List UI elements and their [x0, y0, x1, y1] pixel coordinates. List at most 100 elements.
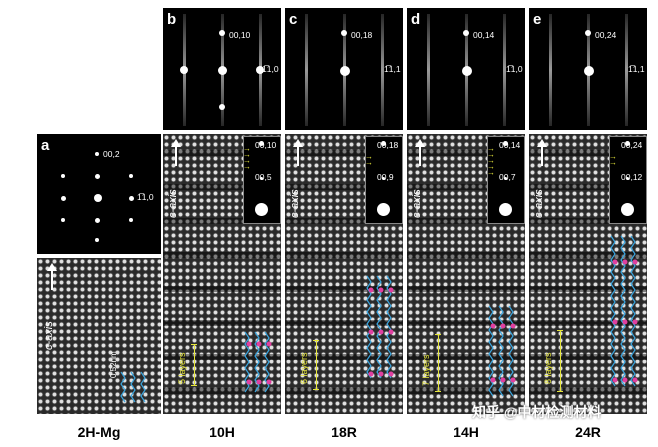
inset-spot: [621, 203, 634, 216]
inset-label-mid: 00,12: [621, 172, 643, 182]
diffraction-spot: [219, 30, 225, 36]
diffraction-streak: [549, 14, 552, 126]
panel-a: a 00,2 1̅1,0 c-axis 0.52nm: [37, 134, 161, 414]
diffraction-spot: [218, 66, 227, 75]
inset-spot: [259, 141, 264, 146]
diffraction-inset: [487, 136, 525, 224]
haadf-image-b: c-axis 00,10 00,5 → → → → 5 layers: [163, 134, 281, 414]
diffraction-spot: [95, 174, 100, 179]
haadf-image-c: c-axis 00,18 00,9 → → 6 layers: [285, 134, 403, 414]
inset-spot: [499, 203, 512, 216]
inset-spot: [382, 177, 385, 180]
stacking-overlay: [610, 235, 638, 387]
spot-label-side: 1̅1,1: [384, 64, 401, 74]
inset-spot: [255, 203, 268, 216]
panel-letter: a: [41, 137, 50, 154]
caption-10h: 10H: [209, 424, 235, 440]
spot-label-top: 00,2: [103, 149, 120, 159]
spot-label-top: 00,10: [229, 30, 251, 40]
caption-24r: 24R: [575, 424, 601, 440]
diffraction-streak: [305, 14, 308, 126]
layer-markers: → →: [365, 152, 373, 167]
axis-label: c-axis: [533, 189, 545, 218]
panel-b: b 00,10 1̅1,0 c-axis 00,10 00,5 → → → → 5 l…: [163, 8, 281, 414]
diffraction-spot: [256, 66, 264, 74]
diffraction-spot: [95, 218, 100, 223]
haadf-image-e: c-axis 00,24 00,12 → → 8 layers: [529, 134, 647, 414]
caption-14h: 14H: [453, 424, 479, 440]
inset-spot: [625, 141, 630, 146]
inset-label-mid: 00,9: [377, 172, 394, 182]
diffraction-pattern-b: b 00,10 1̅1,0: [163, 8, 281, 130]
stacking-overlay: [366, 275, 394, 379]
atomic-lattice: [37, 258, 161, 414]
layers-label: 8 layers: [543, 352, 553, 384]
caption-18r: 18R: [331, 424, 357, 440]
diffraction-spot: [95, 238, 99, 242]
diffraction-spot: [61, 218, 65, 222]
diffraction-spot: [584, 66, 594, 76]
watermark: 知乎 @中材检测材料: [472, 404, 602, 420]
axis-label: c-axis: [167, 189, 179, 218]
axis-arrow: [171, 139, 181, 166]
spot-label-top: 00,18: [351, 30, 373, 40]
inset-spot: [260, 177, 263, 180]
diffraction-spot: [61, 196, 66, 201]
diffraction-spot: [463, 30, 469, 36]
diffraction-spot: [585, 30, 591, 36]
layers-label: 7 layers: [421, 354, 431, 386]
layers-label: 6 layers: [299, 352, 309, 384]
inset-label-top: 00,24: [621, 140, 643, 150]
layers-bracket: [435, 334, 441, 392]
layers-bracket: [191, 344, 197, 386]
axis-arrow: [47, 263, 57, 290]
panel-d: d 00,14 1̅1,0 c-axis 00,14 00,7 → → → → → 7 …: [407, 8, 525, 414]
axis-arrow: [415, 139, 425, 166]
axis-arrow: [293, 139, 303, 166]
diffraction-spot: [341, 30, 347, 36]
inset-spot: [377, 203, 390, 216]
axis-label: c-axis: [43, 321, 55, 350]
inset-label-top: 00,10: [255, 140, 277, 150]
haadf-image-d: c-axis 00,14 00,7 → → → → → 7 layers: [407, 134, 525, 414]
panel-letter: d: [411, 11, 421, 28]
layer-markers: → →: [609, 152, 617, 167]
stacking-overlay: [120, 371, 146, 403]
inset-label-mid: 00,5: [255, 172, 272, 182]
inset-label-top: 00,14: [499, 140, 521, 150]
diffraction-spot: [462, 66, 472, 76]
spot-label-side: 1̅1,0: [506, 64, 523, 74]
panel-letter: c: [289, 11, 298, 28]
diffraction-streak: [427, 14, 430, 126]
spot-label-side: 1̅1,0: [262, 64, 279, 74]
diffraction-pattern-e: e 00,24 1̅1,1: [529, 8, 647, 130]
diffraction-spot: [180, 66, 188, 74]
inset-label-mid: 00,7: [499, 172, 516, 182]
diffraction-spot: [219, 104, 225, 110]
inset-spot: [626, 177, 629, 180]
caption-2h-mg: 2H-Mg: [77, 424, 121, 440]
layers-bracket: [313, 340, 319, 390]
diffraction-spot: [61, 174, 65, 178]
diffraction-pattern-a: a 00,2 1̅1,0: [37, 134, 161, 254]
layer-markers: → → → → →: [487, 144, 495, 177]
axis-arrow: [537, 139, 547, 166]
diffraction-pattern-c: c 00,18 1̅1,1: [285, 8, 403, 130]
panel-letter: e: [533, 11, 542, 28]
spot-label-side: 1̅1,1: [628, 64, 645, 74]
spot-label-top: 00,24: [595, 30, 617, 40]
diffraction-inset: [243, 136, 281, 224]
inset-spot: [503, 141, 508, 146]
panel-c: c 00,18 1̅1,1 c-axis 00,18 00,9 → → 6 lay…: [285, 8, 403, 414]
diffraction-inset: [365, 136, 403, 224]
diffraction-streak: [381, 14, 384, 126]
diffraction-spot: [129, 174, 133, 178]
diffraction-spot: [94, 194, 102, 202]
inset-spot: [381, 141, 386, 146]
diffraction-pattern-d: d 00,14 1̅1,0: [407, 8, 525, 130]
diffraction-inset: [609, 136, 647, 224]
axis-label: c-axis: [289, 189, 301, 218]
panel-e: e 00,24 1̅1,1 c-axis 00,24 00,12 → → 8 la…: [529, 8, 647, 414]
panel-letter: b: [167, 11, 177, 28]
inset-label-top: 00,18: [377, 140, 399, 150]
